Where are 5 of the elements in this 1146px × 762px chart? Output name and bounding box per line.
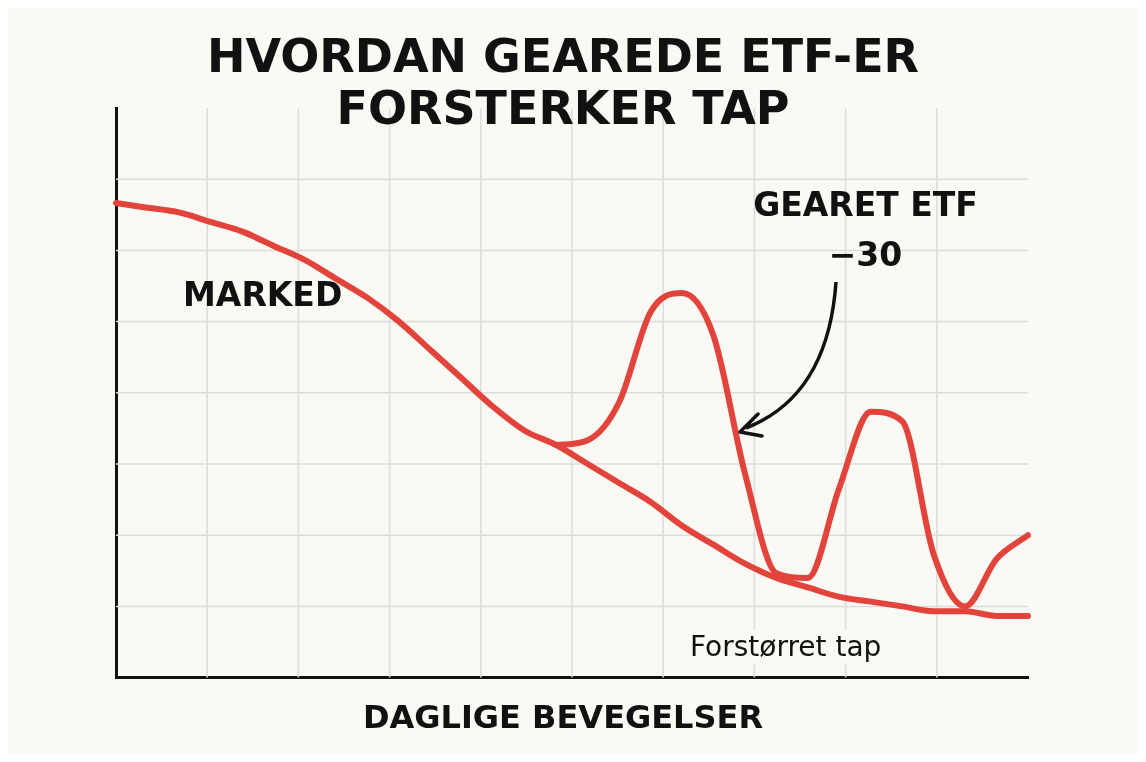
series-label: MARKED	[183, 274, 344, 316]
x-axis-title: DAGLIGE BEVEGELSER	[361, 698, 765, 736]
series-label: GEARET ETF −30	[752, 184, 979, 276]
chart-title: HVORDAN GEAREDE ETF-ER FORSTERKER TAP	[205, 29, 921, 135]
annotation: Forstørret tap	[686, 630, 886, 663]
